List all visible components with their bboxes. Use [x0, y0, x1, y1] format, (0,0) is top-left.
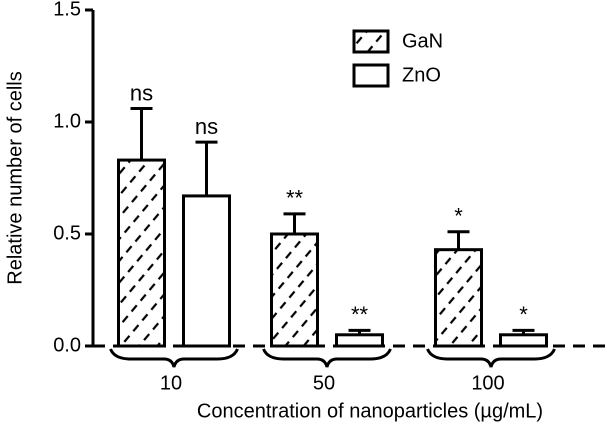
bar [117, 158, 166, 348]
legend-label: GaN [402, 30, 443, 52]
group-brace [109, 348, 239, 368]
significance-label: ** [286, 186, 304, 211]
x-axis-title: Concentration of nanoparticles (µg/mL) [197, 400, 543, 422]
y-tick-label: 1.0 [53, 110, 81, 132]
bar [434, 248, 483, 348]
legend-swatch [352, 29, 390, 54]
y-tick-label: 1.5 [53, 0, 81, 20]
bar [182, 194, 231, 348]
bar [499, 333, 548, 348]
y-tick-label: 0.5 [53, 222, 81, 244]
x-tick-label: 100 [471, 372, 504, 394]
significance-label: * [454, 204, 463, 229]
significance-label: ns [130, 80, 153, 105]
x-tick-label: 50 [313, 372, 335, 394]
y-tick-label: 0.0 [53, 334, 81, 356]
group-brace [262, 348, 392, 368]
x-tick-label: 10 [160, 372, 182, 394]
y-axis-title: Relative number of cells [4, 71, 26, 284]
significance-label: ** [351, 302, 369, 327]
bar [270, 232, 319, 348]
legend-label: ZnO [402, 64, 441, 86]
significance-label: ns [195, 114, 218, 139]
bar [335, 333, 384, 348]
group-brace [426, 348, 556, 368]
legend-swatch [352, 63, 390, 88]
significance-label: * [519, 302, 528, 327]
